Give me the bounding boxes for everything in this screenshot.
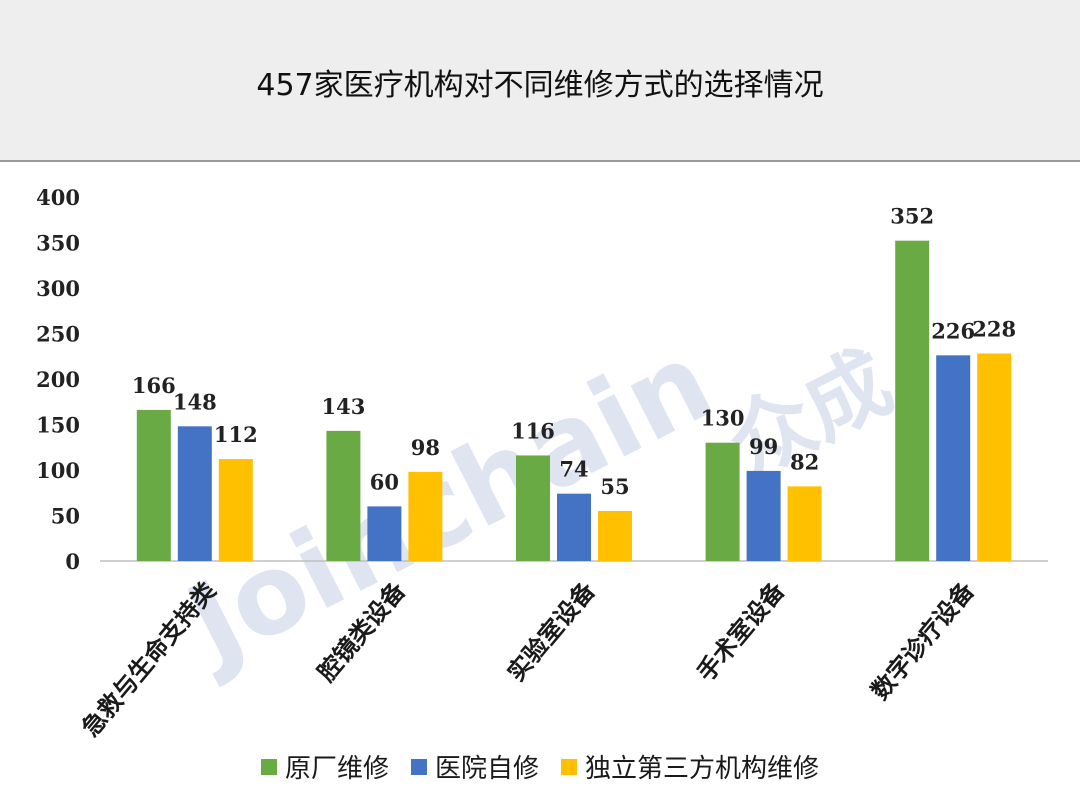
data-label: 99: [749, 434, 778, 459]
data-label: 112: [214, 422, 258, 447]
data-label: 98: [411, 435, 440, 460]
x-tick-label: 急救与生命支持类: [76, 575, 222, 741]
data-label: 82: [790, 449, 819, 474]
x-tick-label: 手术室设备: [691, 575, 791, 686]
legend: 原厂维修 医院自修 独立第三方机构维修: [0, 748, 1080, 785]
legend-item-hospital: 医院自修: [410, 748, 539, 785]
bar: [557, 493, 591, 561]
data-label: 60: [370, 469, 399, 494]
y-tick-label: 50: [51, 504, 80, 529]
data-label: 226: [931, 318, 975, 343]
bar: [598, 510, 632, 561]
bar: [177, 426, 212, 561]
y-tick-label: 250: [36, 322, 80, 347]
legend-swatch-third-party: [561, 758, 577, 775]
legend-label-hospital: 医院自修: [434, 754, 539, 784]
title-banner: 457家医疗机构对不同维修方式的选择情况: [0, 0, 1080, 162]
data-label: 143: [321, 394, 365, 419]
legend-swatch-original: [260, 758, 277, 775]
x-tick-label: 数字诊疗设备: [865, 575, 980, 705]
bar: [516, 455, 550, 561]
bar: [705, 442, 740, 561]
y-tick-label: 200: [36, 367, 80, 392]
bar: [895, 240, 930, 561]
legend-swatch-hospital: [410, 758, 427, 775]
data-label: 148: [173, 389, 217, 414]
chart-title: 457家医疗机构对不同维修方式的选择情况: [256, 68, 824, 103]
data-label: 55: [600, 474, 629, 499]
bar: [136, 409, 171, 561]
y-tick-label: 400: [36, 185, 80, 210]
legend-item-original: 原厂维修: [260, 748, 389, 785]
data-label: 352: [890, 204, 934, 229]
y-tick-label: 0: [65, 549, 80, 574]
legend-label-original: 原厂维修: [284, 754, 389, 784]
data-label: 130: [701, 406, 745, 431]
y-tick-label: 100: [36, 458, 80, 483]
bar: [367, 506, 402, 561]
bar: [326, 430, 361, 561]
data-label: 228: [972, 317, 1016, 342]
y-tick-label: 150: [36, 413, 80, 438]
bar: [408, 471, 443, 561]
y-tick-label: 350: [36, 231, 80, 256]
x-tick-label: 实验室设备: [501, 575, 601, 686]
legend-item-third-party: 独立第三方机构维修: [561, 748, 819, 785]
bar: [746, 470, 781, 561]
bar: [977, 353, 1012, 561]
legend-label-third-party: 独立第三方机构维修: [585, 754, 820, 784]
bar: [936, 355, 971, 561]
bar: [787, 486, 822, 561]
data-label: 166: [132, 373, 176, 398]
bar: [218, 459, 253, 561]
data-label: 116: [511, 418, 555, 443]
y-tick-label: 300: [36, 276, 80, 301]
data-label: 74: [559, 457, 588, 482]
